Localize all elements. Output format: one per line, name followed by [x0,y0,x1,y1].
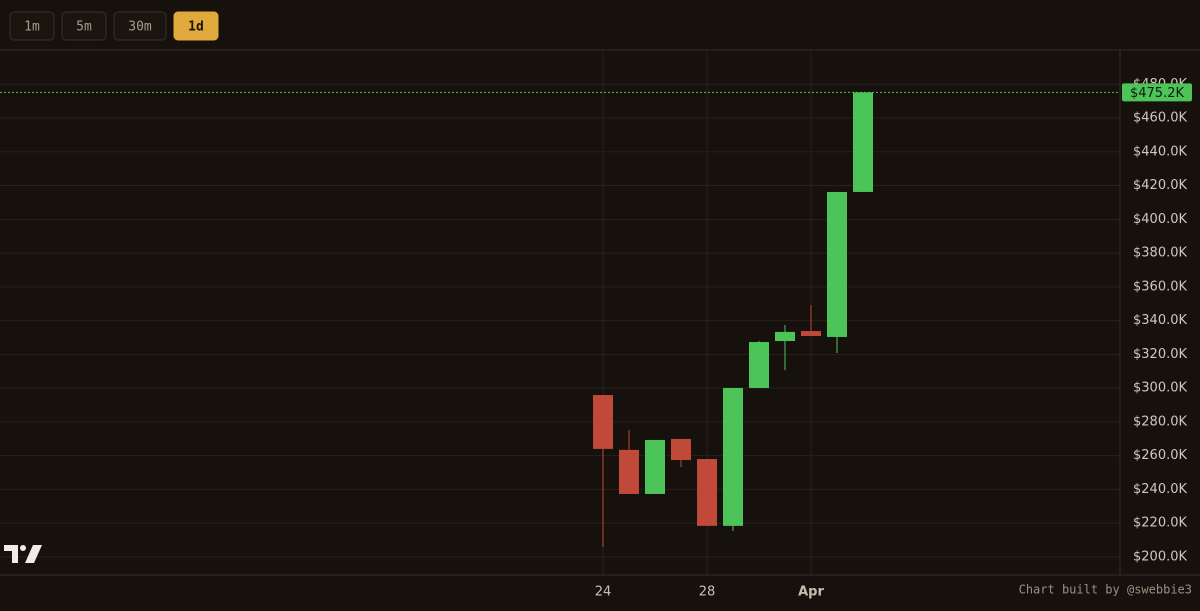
button-label: 1m [24,20,40,35]
candle-body [827,191,847,337]
candle-body [749,342,769,388]
footer: Chart built by @swebbie3 [1019,583,1192,597]
x-tick-label: 28 [699,585,716,600]
y-tick-label: $440.0K [1133,144,1187,159]
interval-button[interactable]: 5m [61,11,107,41]
y-tick-label: $200.0K [1133,549,1187,564]
button-label: 30m [128,20,152,35]
y-tick-label: $420.0K [1133,178,1187,193]
candle-body [853,92,873,192]
logo [4,545,42,563]
y-tick-label: $240.0K [1133,482,1187,497]
button-bg [173,11,219,41]
last-price-badge [1122,83,1192,102]
logo-part [25,545,42,563]
interval-button[interactable]: 30m [113,11,167,41]
candle-body [593,395,613,449]
plot-area [0,50,1120,575]
y-tick-label: $400.0K [1133,212,1187,227]
y-tick-label: $320.0K [1133,347,1187,362]
y-tick-label: $260.0K [1133,448,1187,463]
x-tick-label: Apr [798,585,824,600]
interval-button[interactable]: 1d [173,11,219,41]
y-tick-label: $300.0K [1133,381,1187,396]
x-tick-label: 24 [595,585,612,600]
button-bg [9,11,55,41]
candle-body [801,331,821,336]
y-tick-label: $380.0K [1133,246,1187,261]
candle-body [645,439,665,494]
candle-body [619,449,639,494]
button-bg [113,11,167,41]
logo-part [4,545,18,563]
button-label: 1d [188,20,204,35]
last-price-label: $475.2K [1130,86,1184,101]
candle-body [671,438,691,461]
y-tick-label: $220.0K [1133,516,1187,531]
candle-body [697,459,717,526]
button-bg [61,11,107,41]
logo-part [20,545,26,551]
interval-button[interactable]: 1m [9,11,55,41]
y-tick-label: $460.0K [1133,111,1187,126]
button-label: 5m [76,20,92,35]
y-tick-label: $280.0K [1133,414,1187,429]
y-tick-label: $360.0K [1133,279,1187,294]
y-tick-label: $340.0K [1133,313,1187,328]
candle-body [723,387,743,526]
candle-body [775,331,795,342]
